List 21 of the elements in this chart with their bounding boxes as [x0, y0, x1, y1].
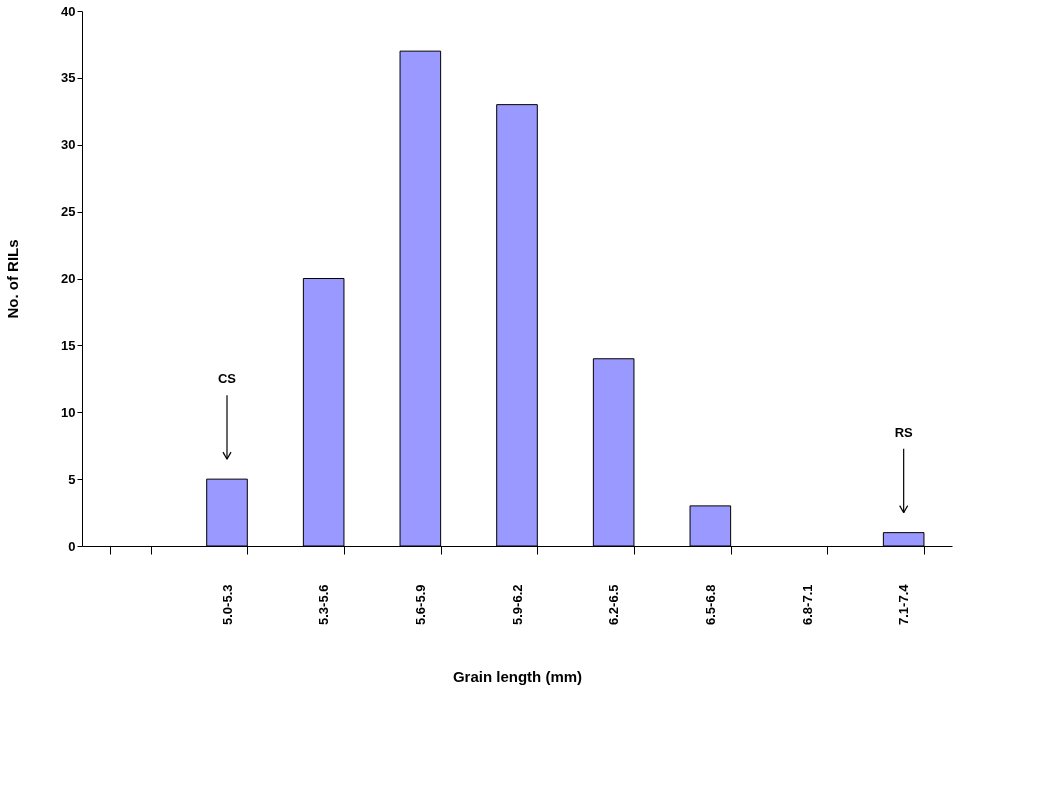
x-tick-label: 6.2-6.5 — [606, 584, 622, 625]
y-axis-title: No. of RILs — [4, 239, 22, 319]
y-tick-label: 10 — [61, 404, 76, 420]
y-tick-label: 30 — [61, 137, 76, 153]
x-tick-label: 5.6-5.9 — [412, 584, 428, 625]
y-tick-label: 40 — [61, 3, 76, 19]
x-axis-title: Grain length (mm) — [452, 667, 583, 685]
y-tick-label: 5 — [68, 471, 76, 487]
annotation: RS — [894, 424, 914, 440]
annotation: CS — [217, 371, 237, 387]
y-tick-label: 15 — [61, 337, 76, 353]
x-tick-label: 5.3-5.6 — [316, 584, 332, 625]
y-tick-label: 20 — [61, 271, 76, 286]
x-tick-label: 6.8-7.1 — [799, 584, 815, 625]
y-tick-label: 35 — [61, 70, 76, 86]
y-tick-label: 0 — [68, 538, 76, 554]
x-tick-label: 5.9-6.2 — [509, 584, 525, 625]
x-tick-label: 5.0-5.3 — [219, 584, 235, 625]
x-tick-label: 7.1-7.4 — [896, 583, 912, 625]
y-tick-label: 25 — [61, 204, 76, 220]
x-tick-label: 6.5-6.8 — [702, 584, 718, 625]
